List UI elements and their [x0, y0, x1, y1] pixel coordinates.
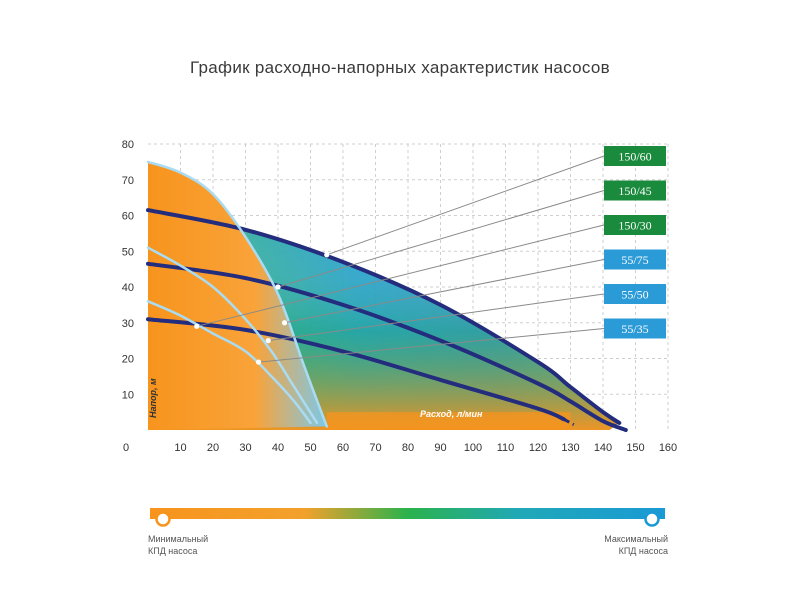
- legend-box-150-45: [604, 180, 666, 201]
- marker-150-60: [324, 252, 330, 258]
- legend-label-150-60: 150/60: [618, 150, 651, 164]
- curve-55-75: [146, 160, 329, 428]
- x-tick-label: 140: [594, 442, 612, 454]
- min-efficiency-label-line2: КПД насоса: [148, 546, 198, 556]
- y-tick-label: 80: [122, 139, 134, 151]
- min-efficiency-marker: [155, 511, 171, 527]
- leader-line-55-35: [258, 328, 605, 363]
- legend-box-55-75: [604, 249, 666, 270]
- curve-55-35: [146, 300, 312, 425]
- legend-label-55-75: 55/75: [621, 253, 648, 267]
- x-tick-label: 50: [304, 442, 316, 454]
- curve-tail-150-60: [605, 412, 621, 425]
- leader-line-55-75: [284, 259, 605, 324]
- leader-lines: [196, 155, 605, 363]
- x-tick-label: 130: [561, 442, 579, 454]
- x-axis-label: Расход, л/мин: [420, 409, 483, 419]
- x-tick-label: 90: [434, 442, 446, 454]
- x-tick-label: 110: [497, 442, 515, 454]
- leader-line-150-45: [277, 190, 605, 288]
- legend-box-55-50: [604, 284, 666, 304]
- legend-label-150-45: 150/45: [618, 184, 651, 198]
- x-tick-label: 30: [239, 442, 251, 454]
- min-efficiency-caption: Минимальный КПД насоса: [148, 533, 208, 557]
- marker-55-50: [265, 338, 271, 344]
- y-axis-label: Напор, м: [148, 378, 158, 418]
- efficiency-scale-bar: [150, 508, 665, 527]
- curve-150-60: [146, 208, 622, 425]
- x-tick-label: 60: [337, 442, 349, 454]
- legend-label-55-50: 55/50: [621, 288, 648, 302]
- curve-150-30: [146, 317, 566, 422]
- leader-line-150-60: [326, 155, 605, 256]
- y-tick-label: 60: [122, 211, 134, 223]
- x-tick-label: 160: [659, 442, 677, 454]
- curve-150-45: [146, 261, 628, 432]
- x-tick-label: 20: [207, 442, 219, 454]
- y-tick-label: 20: [122, 354, 134, 366]
- marker-150-30: [194, 323, 200, 329]
- x-tick-label: 0: [123, 442, 129, 454]
- y-tick-label: 10: [122, 389, 134, 401]
- legend-box-55-35: [604, 318, 666, 339]
- curve-markers: [194, 252, 330, 365]
- min-efficiency-label-line1: Минимальный: [148, 534, 209, 544]
- leader-line-55-50: [268, 293, 605, 342]
- curve-tail-150-30: [563, 417, 575, 426]
- legend-label-55-35: 55/35: [621, 322, 648, 336]
- max-efficiency-label-line2: КПД насоса: [618, 546, 668, 556]
- curve-55-50: [146, 246, 319, 425]
- efficiency-gradient-bar: [150, 508, 665, 519]
- chart-title: График расходно-напорных характеристик н…: [189, 58, 611, 77]
- pump-curves: [146, 160, 628, 432]
- y-tick-label: 50: [122, 246, 134, 258]
- y-tick-label: 40: [122, 282, 134, 294]
- efficiency-region-small-pumps: [148, 161, 327, 430]
- x-tick-label: 40: [272, 442, 284, 454]
- marker-55-75: [281, 320, 288, 326]
- marker-150-45: [275, 284, 281, 290]
- x-tick-label: 100: [464, 442, 482, 454]
- max-efficiency-marker: [644, 511, 660, 527]
- legend: 150/60 150/45 150/30 55/75 55/50 55/35: [604, 146, 666, 339]
- legend-box-150-30: [604, 215, 666, 235]
- max-efficiency-label-line1: Максимальный: [604, 534, 668, 544]
- y-tick-label: 30: [122, 318, 134, 330]
- legend-label-150-30: 150/30: [618, 219, 651, 233]
- x-tick-label: 10: [174, 442, 186, 454]
- legend-box-150-60: [604, 146, 666, 166]
- tick-labels: 0 10 20 30 40 50 60 70 80 90 100 110 120 130 140 150 160…: [122, 139, 677, 454]
- y-tick-label: 70: [122, 175, 134, 187]
- marker-55-35: [255, 359, 262, 365]
- x-tick-label: 80: [402, 442, 414, 454]
- max-efficiency-caption: Максимальный КПД насоса: [604, 533, 668, 557]
- efficiency-region-bottom: [326, 412, 571, 430]
- x-tick-label: 120: [529, 442, 547, 454]
- curve-tail-150-45: [612, 423, 627, 432]
- x-tick-label: 70: [369, 442, 381, 454]
- x-tick-label: 150: [626, 442, 644, 454]
- leader-line-150-30: [196, 224, 605, 327]
